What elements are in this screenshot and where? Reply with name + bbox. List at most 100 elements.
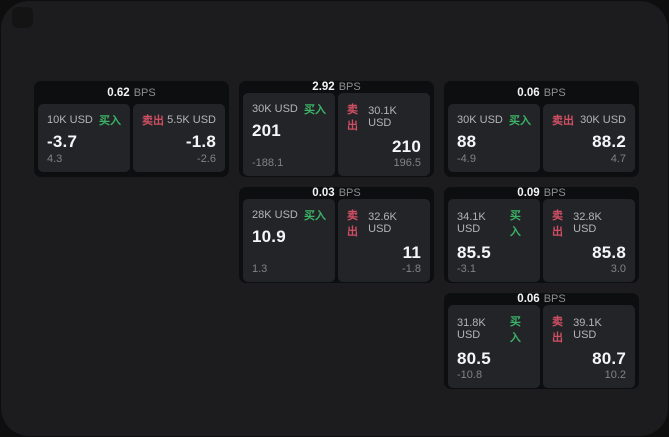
buy-sub-value: 4.3 (47, 153, 63, 165)
bps-unit-label: BPS (543, 293, 566, 305)
buy-panel-header: 30K USD 买入 (457, 112, 531, 128)
bps-card-header: 0.06 BPS (448, 293, 635, 305)
sell-amount-label: 5.5K USD (167, 114, 216, 126)
sell-amount-label: 30.1K USD (368, 105, 397, 129)
bps-value: 0.62 (107, 86, 130, 99)
buy-panel-header: 10K USD 买入 (47, 112, 121, 128)
buy-amount-label: 34.1K USD (457, 211, 486, 235)
sell-sub-value: 4.7 (610, 153, 626, 165)
buy-value: 80.5 (457, 349, 491, 368)
buy-panel[interactable]: 31.8K USD 买入 80.5 -10.8 (448, 305, 540, 388)
sell-panel-header: 卖出 5.5K USD (142, 112, 216, 128)
buy-sell-panels: 28K USD 买入 10.9 1.3 卖出 32.6K USD 11 -1.8 (243, 199, 430, 282)
sell-amount-label: 39.1K USD (573, 317, 602, 341)
buy-value: 88 (457, 132, 477, 151)
sell-panel-header: 卖出 32.8K USD (552, 207, 626, 239)
sell-panel-header: 卖出 32.6K USD (347, 207, 421, 239)
bps-card-header: 0.09 BPS (448, 187, 635, 199)
buy-side-label: 买入 (509, 115, 531, 127)
buy-panel-header: 34.1K USD 买入 (457, 207, 531, 239)
sell-side-label: 卖出 (142, 115, 164, 127)
buy-sell-panels: 34.1K USD 买入 85.5 -3.1 卖出 32.8K USD 85.8… (448, 199, 635, 282)
sell-side-label: 卖出 (552, 115, 574, 127)
sell-value: 210 (392, 137, 421, 156)
sell-panel[interactable]: 卖出 32.6K USD 11 -1.8 (338, 199, 430, 282)
buy-amount-label: 28K USD (252, 209, 298, 221)
bps-value: 0.03 (312, 187, 335, 199)
buy-amount-label: 31.8K USD (457, 317, 486, 341)
sell-side-label: 卖出 (347, 104, 358, 132)
bps-cards-grid: 0.62 BPS 10K USD 买入 -3.7 4.3 卖出 5.5K USD… (34, 81, 639, 389)
sell-amount-label: 32.8K USD (573, 211, 602, 235)
buy-side-label: 买入 (304, 210, 326, 222)
bps-card-header: 0.06 BPS (448, 81, 635, 104)
buy-sub-value: -188.1 (252, 157, 284, 169)
buy-sub-value: -3.1 (457, 263, 476, 275)
sell-sub-value: 3.0 (610, 263, 626, 275)
buy-sub-value: 1.3 (252, 263, 268, 275)
sell-panel-header: 卖出 39.1K USD (552, 313, 626, 345)
buy-panel[interactable]: 30K USD 买入 201 -188.1 (243, 93, 335, 176)
bps-value: 0.09 (517, 187, 540, 199)
bps-value: 0.06 (517, 86, 540, 99)
sell-sub-value: -1.8 (402, 263, 421, 275)
sell-panel[interactable]: 卖出 30.1K USD 210 196.5 (338, 93, 430, 176)
buy-panel-header: 31.8K USD 买入 (457, 313, 531, 345)
bps-card: 0.06 BPS 31.8K USD 买入 80.5 -10.8 卖出 39.1… (444, 293, 639, 389)
buy-side-label: 买入 (509, 316, 521, 344)
sell-value: 85.8 (592, 243, 626, 262)
bps-unit-label: BPS (543, 86, 566, 99)
sell-side-label: 卖出 (552, 316, 563, 344)
sell-amount-label: 30K USD (580, 114, 626, 126)
buy-value: 201 (252, 121, 281, 140)
bps-unit-label: BPS (133, 86, 156, 99)
sell-panel-header: 卖出 30K USD (552, 112, 626, 128)
buy-side-label: 买入 (304, 104, 326, 116)
sell-side-label: 卖出 (347, 210, 358, 238)
sell-value: -1.8 (185, 132, 216, 151)
bps-card: 0.03 BPS 28K USD 买入 10.9 1.3 卖出 32.6K US… (239, 187, 434, 283)
sell-sub-value: 196.5 (393, 157, 421, 169)
buy-side-label: 买入 (509, 210, 521, 238)
bps-value: 2.92 (312, 81, 335, 93)
buy-sell-panels: 30K USD 买入 88 -4.9 卖出 30K USD 88.2 4.7 (448, 104, 635, 172)
sell-amount-label: 32.6K USD (368, 211, 397, 235)
buy-panel[interactable]: 10K USD 买入 -3.7 4.3 (38, 104, 130, 172)
buy-sell-panels: 10K USD 买入 -3.7 4.3 卖出 5.5K USD -1.8 -2.… (38, 104, 225, 172)
sell-side-label: 卖出 (552, 210, 563, 238)
sell-panel[interactable]: 卖出 32.8K USD 85.8 3.0 (543, 199, 635, 282)
bps-unit-label: BPS (338, 81, 361, 93)
bps-value: 0.06 (517, 293, 540, 305)
app-icon (12, 7, 33, 28)
buy-amount-label: 10K USD (47, 114, 93, 126)
buy-amount-label: 30K USD (252, 103, 298, 115)
buy-panel-header: 30K USD 买入 (252, 101, 326, 117)
bps-card: 2.92 BPS 30K USD 买入 201 -188.1 卖出 30.1K … (239, 81, 434, 177)
bps-unit-label: BPS (543, 187, 566, 199)
sell-panel[interactable]: 卖出 5.5K USD -1.8 -2.6 (133, 104, 225, 172)
bps-card: 0.09 BPS 34.1K USD 买入 85.5 -3.1 卖出 32.8K… (444, 187, 639, 283)
buy-panel[interactable]: 28K USD 买入 10.9 1.3 (243, 199, 335, 282)
sell-panel[interactable]: 卖出 39.1K USD 80.7 10.2 (543, 305, 635, 388)
sell-sub-value: 10.2 (604, 369, 626, 381)
buy-sub-value: -10.8 (457, 369, 483, 381)
buy-value: 10.9 (252, 227, 286, 246)
buy-panel[interactable]: 34.1K USD 买入 85.5 -3.1 (448, 199, 540, 282)
sell-value: 88.2 (592, 132, 626, 151)
buy-side-label: 买入 (99, 115, 121, 127)
bps-card-header: 0.03 BPS (243, 187, 430, 199)
sell-value: 80.7 (592, 349, 626, 368)
sell-panel[interactable]: 卖出 30K USD 88.2 4.7 (543, 104, 635, 172)
bps-unit-label: BPS (338, 187, 361, 199)
buy-panel[interactable]: 30K USD 买入 88 -4.9 (448, 104, 540, 172)
bps-card-header: 0.62 BPS (38, 81, 225, 104)
buy-value: 85.5 (457, 243, 491, 262)
bps-card-header: 2.92 BPS (243, 81, 430, 93)
buy-sub-value: -4.9 (457, 153, 476, 165)
buy-amount-label: 30K USD (457, 114, 503, 126)
buy-value: -3.7 (47, 132, 78, 151)
sell-value: 11 (402, 243, 421, 262)
bps-card: 0.06 BPS 30K USD 买入 88 -4.9 卖出 30K USD 8… (444, 81, 639, 177)
sell-sub-value: -2.6 (197, 153, 216, 165)
